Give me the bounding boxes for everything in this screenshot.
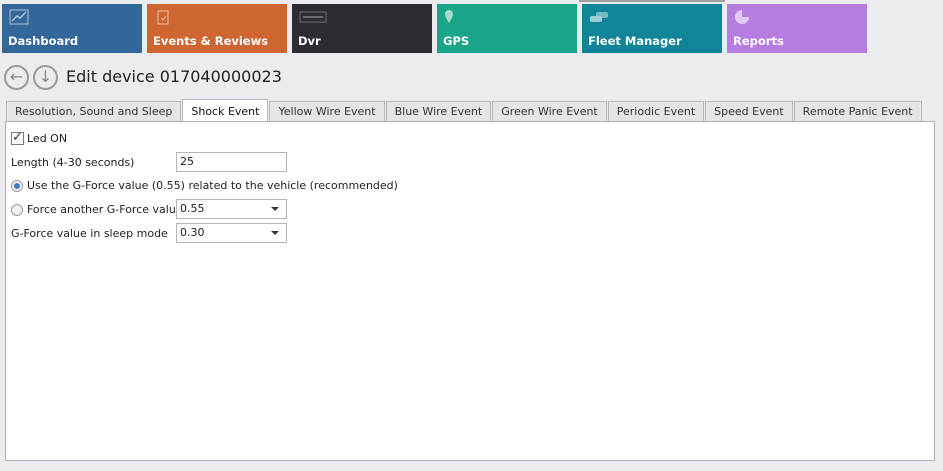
shock-event-panel: ✓ Led ON Length (4-30 seconds) 25 Use th… bbox=[5, 121, 935, 461]
page-title: Edit device 017040000023 bbox=[66, 67, 282, 86]
tab-bar: Resolution, Sound and Sleep Shock Event Ye… bbox=[6, 99, 923, 122]
tab-shock-event[interactable]: Shock Event bbox=[182, 99, 269, 122]
tile-label: Dashboard bbox=[8, 34, 79, 48]
tab-resolution-sound-and-sleep[interactable]: Resolution, Sound and Sleep bbox=[6, 101, 182, 122]
tile-label: GPS bbox=[443, 34, 470, 48]
led-on-checkbox[interactable]: ✓ Led ON bbox=[11, 130, 68, 145]
radio-vehicle-gforce[interactable]: Use the G-Force value (0.55) related to … bbox=[11, 179, 398, 192]
radio-force-gforce[interactable]: Force another G-Force value bbox=[11, 203, 183, 216]
sleep-gforce-label: G-Force value in sleep mode bbox=[11, 227, 168, 240]
back-button[interactable]: ← bbox=[4, 65, 29, 90]
radio-selected-icon bbox=[11, 179, 23, 192]
arrow-down-icon: ↓ bbox=[38, 67, 53, 86]
checkmark-icon: ✓ bbox=[11, 130, 24, 145]
tile-dvr[interactable]: Dvr bbox=[292, 4, 432, 53]
tile-label: Events & Reviews bbox=[153, 34, 269, 48]
radio-vehicle-label: Use the G-Force value (0.55) related to … bbox=[27, 179, 398, 192]
tile-events-reviews[interactable]: Events & Reviews bbox=[147, 4, 287, 53]
sleep-gforce-select[interactable]: 0.30 bbox=[176, 223, 287, 243]
radio-force-label: Force another G-Force value bbox=[27, 203, 183, 216]
tile-gps[interactable]: GPS bbox=[437, 4, 577, 53]
tile-label: Reports bbox=[733, 34, 784, 48]
sleep-gforce-value: 0.30 bbox=[180, 226, 205, 239]
active-tile-indicator bbox=[579, 0, 725, 2]
chevron-down-icon bbox=[271, 207, 279, 211]
tile-reports[interactable]: Reports bbox=[727, 4, 867, 53]
tab-green-wire-event[interactable]: Green Wire Event bbox=[492, 101, 607, 122]
arrow-left-icon: ← bbox=[9, 67, 24, 86]
tab-periodic-event[interactable]: Periodic Event bbox=[607, 101, 705, 122]
tile-label: Fleet Manager bbox=[588, 34, 682, 48]
tile-fleet-manager[interactable]: Fleet Manager bbox=[582, 4, 722, 53]
tile-label: Dvr bbox=[298, 34, 321, 48]
radio-unselected-icon bbox=[11, 203, 23, 216]
tab-yellow-wire-event[interactable]: Yellow Wire Event bbox=[269, 101, 385, 122]
tab-remote-panic-event[interactable]: Remote Panic Event bbox=[793, 101, 922, 122]
led-on-label: Led ON bbox=[27, 132, 68, 145]
force-gforce-value: 0.55 bbox=[180, 202, 205, 215]
tab-blue-wire-event[interactable]: Blue Wire Event bbox=[385, 101, 492, 122]
tile-dashboard[interactable]: Dashboard bbox=[2, 4, 142, 53]
length-label: Length (4-30 seconds) bbox=[11, 156, 135, 169]
length-input[interactable]: 25 bbox=[176, 152, 287, 172]
down-button[interactable]: ↓ bbox=[33, 65, 58, 90]
force-gforce-select[interactable]: 0.55 bbox=[176, 199, 287, 219]
chevron-down-icon bbox=[271, 231, 279, 235]
tab-speed-event[interactable]: Speed Event bbox=[705, 101, 793, 122]
